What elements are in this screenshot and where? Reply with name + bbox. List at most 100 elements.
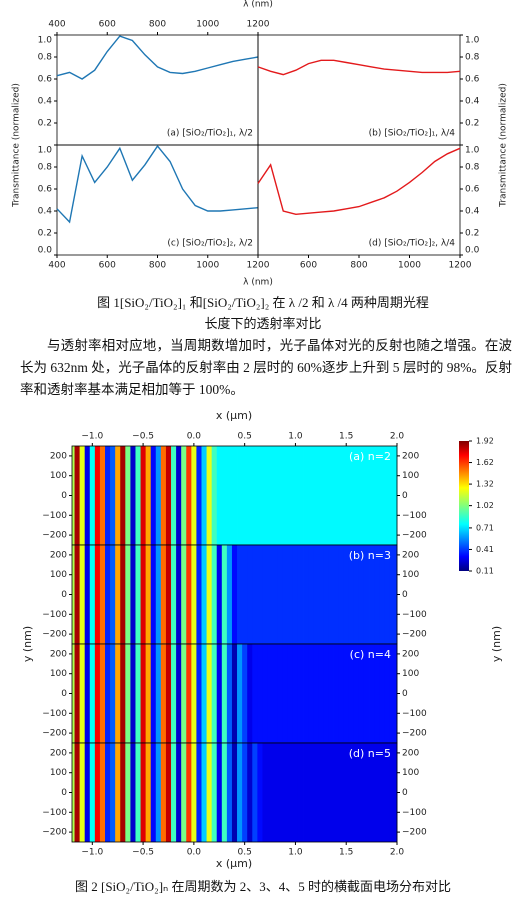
- field-cell: [318, 743, 324, 842]
- y-tick-label: −200: [42, 828, 67, 838]
- field-cell: [79, 545, 86, 644]
- field-cell: [186, 545, 192, 644]
- field-cell: [115, 743, 121, 842]
- field-cell: [130, 545, 136, 644]
- field-cell: [277, 743, 284, 842]
- x-tick-label: 800: [149, 261, 166, 271]
- field-cell: [308, 644, 314, 743]
- x-axis-title: x (μm): [216, 409, 252, 422]
- field-cell: [237, 644, 243, 743]
- field-cell: [110, 446, 116, 545]
- field-cell: [308, 446, 314, 545]
- field-cell: [252, 644, 258, 743]
- field-cell: [216, 644, 223, 743]
- field-cell: [292, 743, 299, 842]
- field-cell: [348, 644, 355, 743]
- field-cell: [226, 644, 233, 743]
- field-cell: [379, 446, 385, 545]
- field-cell: [115, 446, 121, 545]
- x-tick-label: 1.0: [288, 848, 303, 858]
- field-cell: [120, 644, 126, 743]
- field-cell: [196, 446, 202, 545]
- field-cell: [262, 644, 268, 743]
- y-tick-label: 0.8: [465, 163, 480, 173]
- field-cell: [186, 446, 192, 545]
- field-cell: [328, 446, 334, 545]
- field-cell: [231, 446, 238, 545]
- y-tick-label: 100: [50, 669, 67, 679]
- x-tick-label: −1.0: [81, 432, 103, 442]
- field-cell: [150, 743, 157, 842]
- field-cell: [211, 446, 218, 545]
- field-cell: [216, 545, 223, 644]
- y-tick-label: 100: [50, 570, 67, 580]
- field-cell: [348, 743, 355, 842]
- field-cell: [348, 446, 355, 545]
- x-tick-label: 1000: [196, 261, 219, 271]
- field-cell: [348, 545, 355, 644]
- field-cell: [84, 545, 91, 644]
- x-tick-label: 1200: [449, 261, 472, 271]
- field-cell: [297, 446, 304, 545]
- field-cell: [272, 743, 279, 842]
- field-cell: [191, 644, 197, 743]
- y-tick-label: −100: [402, 808, 427, 818]
- field-cell: [94, 545, 101, 644]
- colorbar-tick-label: 0.71: [476, 523, 494, 532]
- y-tick-label: −200: [42, 729, 67, 739]
- field-cell: [181, 545, 187, 644]
- field-cell: [242, 644, 248, 743]
- field-cell: [130, 446, 136, 545]
- x-tick-label: 0.5: [237, 432, 251, 442]
- field-cell: [145, 446, 152, 545]
- field-cell: [84, 644, 91, 743]
- field-cell: [369, 644, 375, 743]
- field-cell: [394, 644, 398, 743]
- y-tick-label: 0: [402, 491, 408, 501]
- field-cell: [74, 743, 81, 842]
- field-cell: [211, 743, 218, 842]
- field-cell: [363, 545, 370, 644]
- field-cell: [145, 644, 152, 743]
- field-cell: [145, 743, 152, 842]
- y-tick-label: −200: [402, 531, 427, 541]
- y-tick-label: −200: [402, 729, 427, 739]
- x-axis-title: x (μm): [216, 857, 252, 870]
- field-cell: [292, 446, 299, 545]
- y-tick-label: 0.0: [465, 246, 480, 256]
- field-cell: [384, 743, 390, 842]
- field-cell: [105, 743, 111, 842]
- y-tick-label: −200: [402, 828, 427, 838]
- colorbar-tick-label: 1.62: [476, 458, 494, 467]
- field-cell: [176, 446, 182, 545]
- field-cell: [150, 644, 157, 743]
- field-cell: [221, 446, 228, 545]
- field-cell: [343, 743, 350, 842]
- field-cell: [89, 743, 96, 842]
- field-cell: [247, 743, 253, 842]
- field-cell: [160, 743, 167, 842]
- x-tick-label: 0.0: [187, 432, 202, 442]
- x-tick-label: 1.5: [339, 848, 353, 858]
- field-cell: [94, 743, 101, 842]
- field-cell: [257, 446, 263, 545]
- y-tick-label: −200: [42, 531, 67, 541]
- field-cell: [120, 743, 126, 842]
- field-cell: [191, 545, 197, 644]
- field-cell: [216, 446, 223, 545]
- y-axis-title: Transmittance (normalized): [12, 83, 22, 208]
- field-cell: [135, 446, 141, 545]
- field-cell: [191, 743, 197, 842]
- x-tick-label: 800: [350, 261, 367, 271]
- x-tick-label: 800: [149, 20, 166, 30]
- field-cell: [72, 545, 75, 644]
- field-cell: [94, 446, 101, 545]
- field-cell: [150, 446, 157, 545]
- field-cell: [343, 446, 350, 545]
- field-cell: [120, 545, 126, 644]
- y-tick-label: 1.0: [38, 146, 53, 156]
- field-cell: [155, 446, 162, 545]
- field-cell: [252, 743, 258, 842]
- y-tick-label: 0.6: [38, 185, 53, 195]
- field-cell: [353, 743, 360, 842]
